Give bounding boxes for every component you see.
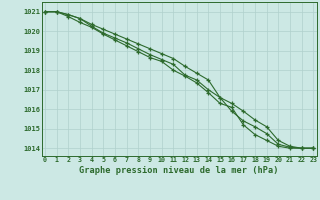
X-axis label: Graphe pression niveau de la mer (hPa): Graphe pression niveau de la mer (hPa) (79, 166, 279, 175)
